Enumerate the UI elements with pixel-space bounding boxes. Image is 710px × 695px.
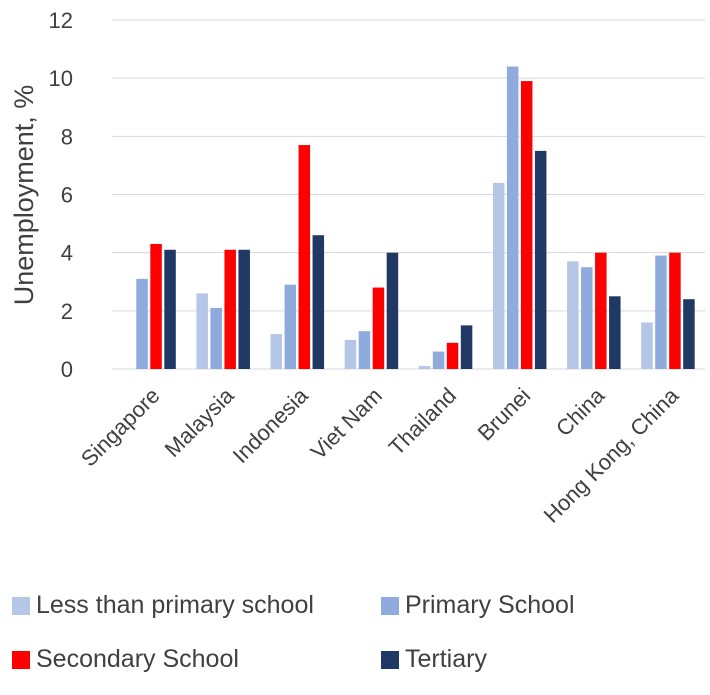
bar: [446, 342, 459, 369]
bar: [196, 293, 208, 369]
legend-swatch: [381, 597, 399, 615]
x-tick-label: Indonesia: [228, 382, 314, 468]
legend-item: Primary School: [381, 591, 575, 619]
bar: [609, 296, 621, 369]
bar: [581, 267, 593, 369]
legend-item: Less than primary school: [12, 591, 314, 619]
bar: [595, 252, 607, 369]
y-tick-label: 10: [49, 66, 73, 91]
bars: [136, 66, 695, 370]
y-tick-label: 4: [61, 241, 73, 266]
bar: [372, 287, 385, 369]
y-tick-label: 8: [61, 124, 73, 149]
y-axis-title: Unemployment, %: [9, 85, 39, 306]
bar: [641, 322, 653, 369]
bar: [386, 252, 399, 369]
legend-swatch: [12, 597, 30, 615]
bar: [164, 249, 176, 369]
bar: [492, 182, 505, 369]
legend-swatch: [381, 651, 399, 669]
y-tick-label: 6: [61, 183, 73, 208]
bar: [136, 278, 148, 369]
bar: [238, 249, 250, 369]
x-tick-label: Viet Nam: [306, 383, 387, 464]
bar: [567, 261, 579, 369]
bar: [150, 243, 162, 369]
bar: [460, 325, 473, 369]
bar: [298, 145, 311, 369]
bar: [655, 255, 667, 369]
bar: [534, 150, 547, 369]
x-tick-label: China: [551, 382, 610, 441]
bar: [683, 299, 695, 369]
bar: [669, 252, 681, 369]
bar: [270, 334, 283, 369]
bar: [432, 351, 445, 369]
legend-label: Tertiary: [405, 645, 487, 673]
legend-label: Less than primary school: [36, 591, 314, 619]
bar: [284, 284, 297, 369]
x-tick-label: Hong Kong, China: [539, 382, 684, 527]
bar: [344, 339, 357, 369]
y-tick-label: 12: [49, 8, 73, 33]
bar: [520, 81, 533, 369]
bar: [358, 331, 371, 369]
legend-item: Secondary School: [12, 645, 239, 673]
bar: [506, 66, 519, 370]
legend: Less than primary school Primary School Se…: [12, 591, 575, 673]
bar: [210, 307, 222, 369]
legend-label: Secondary School: [36, 645, 239, 673]
legend-label: Primary School: [405, 591, 575, 619]
x-tick-label: Singapore: [76, 383, 165, 472]
bar: [312, 235, 325, 369]
y-axis-ticks: 0 2 4 6 8 10 12: [49, 8, 73, 382]
legend-swatch: [12, 651, 30, 669]
y-tick-label: 0: [61, 357, 73, 382]
x-tick-label: Thailand: [384, 383, 461, 460]
bar: [418, 366, 431, 369]
y-tick-label: 2: [61, 299, 73, 324]
x-tick-label: Brunei: [473, 383, 536, 446]
legend-item: Tertiary: [381, 645, 487, 673]
bar: [224, 249, 236, 369]
